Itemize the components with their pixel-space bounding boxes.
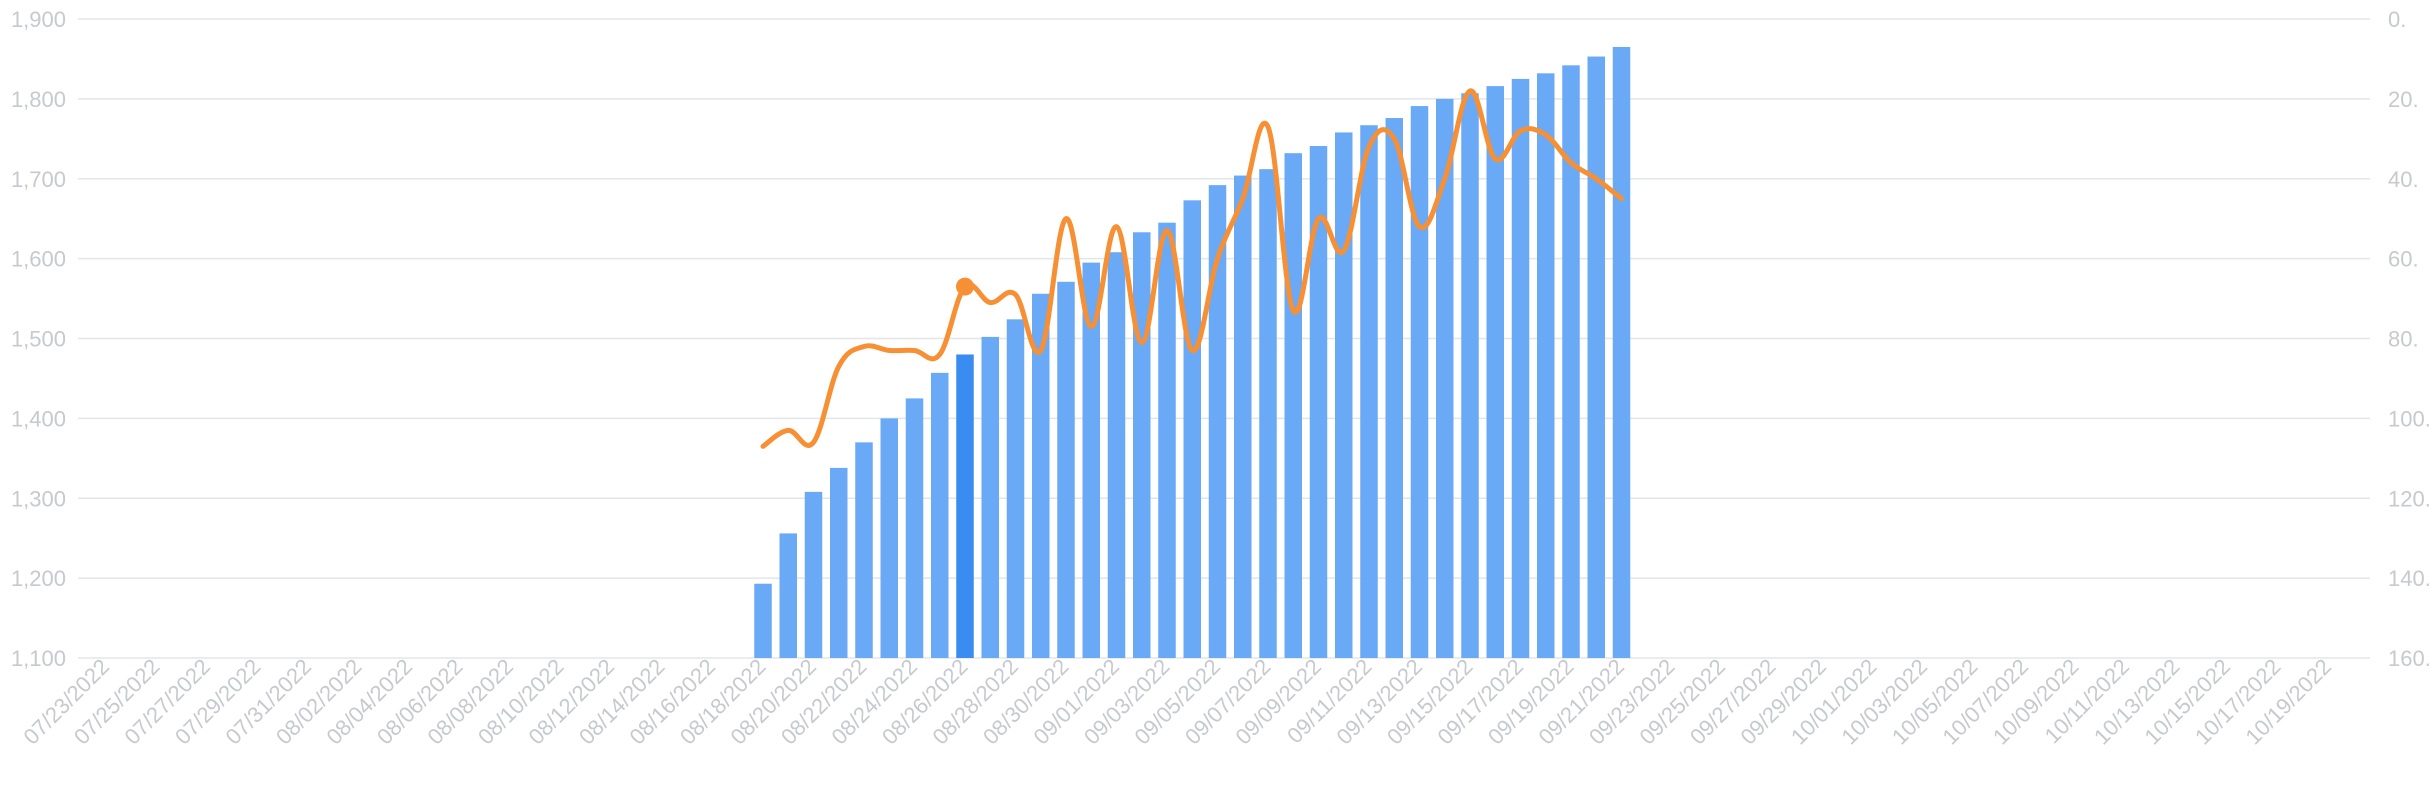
left-y-tick-label: 1,600 xyxy=(11,247,66,272)
bar[interactable] xyxy=(1309,146,1328,658)
bar[interactable] xyxy=(931,372,949,658)
bar[interactable] xyxy=(1107,252,1126,659)
right-y-tick-label: 40. xyxy=(2388,167,2419,192)
right-y-tick-label: 60. xyxy=(2388,247,2419,272)
bar[interactable] xyxy=(1410,106,1429,659)
bar[interactable] xyxy=(1057,281,1075,658)
right-y-tick-label: 160. xyxy=(2388,646,2431,671)
right-y-tick-label: 80. xyxy=(2388,327,2419,352)
bar[interactable] xyxy=(1032,293,1050,658)
bar[interactable] xyxy=(1006,319,1025,658)
bar[interactable] xyxy=(830,467,848,658)
bar[interactable] xyxy=(779,533,798,658)
right-y-tick-label: 140. xyxy=(2388,566,2431,591)
bar[interactable] xyxy=(1234,175,1252,658)
left-y-tick-label: 1,700 xyxy=(11,167,66,192)
bar[interactable] xyxy=(1385,118,1404,659)
bar[interactable] xyxy=(1133,232,1151,659)
left-y-tick-label: 1,900 xyxy=(11,7,66,32)
line-path xyxy=(760,88,1624,449)
right-y-tick-label: 100. xyxy=(2388,406,2431,431)
right-y-tick-label: 0. xyxy=(2388,7,2406,32)
bar[interactable] xyxy=(1183,200,1202,658)
line-point-highlight[interactable] xyxy=(956,277,974,296)
bar[interactable] xyxy=(1461,93,1479,658)
left-y-tick-label: 1,400 xyxy=(11,406,66,431)
bar[interactable] xyxy=(1335,132,1353,659)
bar[interactable] xyxy=(1562,65,1580,658)
bar[interactable] xyxy=(855,442,873,658)
bar[interactable] xyxy=(1360,125,1378,658)
right-y-axis: 0. 20. 40. 60. 80. 100. 120. 140. 160. xyxy=(2388,7,2431,671)
bar[interactable] xyxy=(804,491,823,658)
left-y-tick-label: 1,200 xyxy=(11,566,66,591)
left-y-tick-label: 1,500 xyxy=(11,327,66,352)
bar[interactable] xyxy=(1612,46,1631,659)
bar[interactable] xyxy=(981,336,1000,658)
bar[interactable] xyxy=(956,354,974,658)
bar[interactable] xyxy=(1537,73,1555,658)
bar[interactable] xyxy=(1486,86,1505,659)
bar[interactable] xyxy=(880,418,899,658)
bar[interactable] xyxy=(1511,78,1530,658)
bar[interactable] xyxy=(1158,222,1176,658)
left-y-tick-label: 1,300 xyxy=(11,486,66,511)
left-y-tick-label: 1,100 xyxy=(11,646,66,671)
bar[interactable] xyxy=(1436,98,1454,658)
bar[interactable] xyxy=(1284,153,1303,658)
x-axis: 07/23/202207/25/202207/27/202207/29/2022… xyxy=(18,654,2336,750)
bar[interactable] xyxy=(1082,262,1101,658)
left-y-tick-label: 1,800 xyxy=(11,87,66,112)
right-y-tick-label: 20. xyxy=(2388,87,2419,112)
bar[interactable] xyxy=(905,398,924,658)
bar[interactable] xyxy=(1587,56,1606,658)
line-series xyxy=(760,88,1624,449)
bar[interactable] xyxy=(1208,185,1227,658)
right-y-tick-label: 120. xyxy=(2388,486,2431,511)
bar[interactable] xyxy=(1259,169,1277,659)
bar[interactable] xyxy=(754,583,772,658)
left-y-axis: 1,100 1,200 1,300 1,400 1,500 1,600 1,700 1,800… xyxy=(11,7,66,671)
bar-series xyxy=(754,46,1631,659)
